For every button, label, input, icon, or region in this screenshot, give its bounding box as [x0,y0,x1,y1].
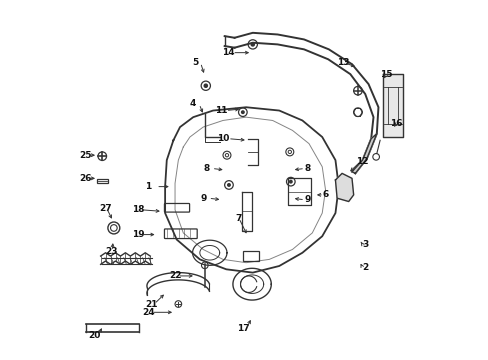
Text: 7: 7 [235,213,241,222]
Text: 24: 24 [142,308,155,317]
Text: 14: 14 [221,48,234,57]
Text: 26: 26 [80,174,92,183]
Polygon shape [383,74,403,137]
Text: 9: 9 [304,195,310,204]
Circle shape [226,183,230,187]
Text: 15: 15 [380,69,392,78]
Text: 22: 22 [168,271,181,280]
Text: 4: 4 [190,99,196,108]
Text: 3: 3 [361,240,367,249]
Circle shape [250,42,255,47]
Text: 8: 8 [203,164,210,173]
Text: 23: 23 [105,247,118,256]
Text: 8: 8 [304,164,310,173]
Text: 1: 1 [145,182,151,191]
Text: 25: 25 [80,151,92,160]
Text: 13: 13 [337,58,349,67]
Text: 21: 21 [145,300,158,309]
Polygon shape [335,174,353,202]
Circle shape [288,180,292,184]
Polygon shape [351,134,376,174]
Text: 19: 19 [132,230,144,239]
Circle shape [203,84,208,88]
Text: 17: 17 [237,324,249,333]
Text: 20: 20 [88,331,100,340]
Text: 11: 11 [215,106,227,115]
Text: 16: 16 [389,119,402,128]
Bar [243,251,259,261]
Text: 18: 18 [132,205,144,214]
Bar [97,179,108,183]
Text: 12: 12 [356,157,368,166]
Text: 9: 9 [200,194,206,203]
Text: 5: 5 [191,58,198,67]
Text: 27: 27 [99,204,112,213]
Text: 10: 10 [217,134,229,143]
Circle shape [241,110,244,114]
Text: 6: 6 [322,190,328,199]
Text: 2: 2 [361,263,367,272]
